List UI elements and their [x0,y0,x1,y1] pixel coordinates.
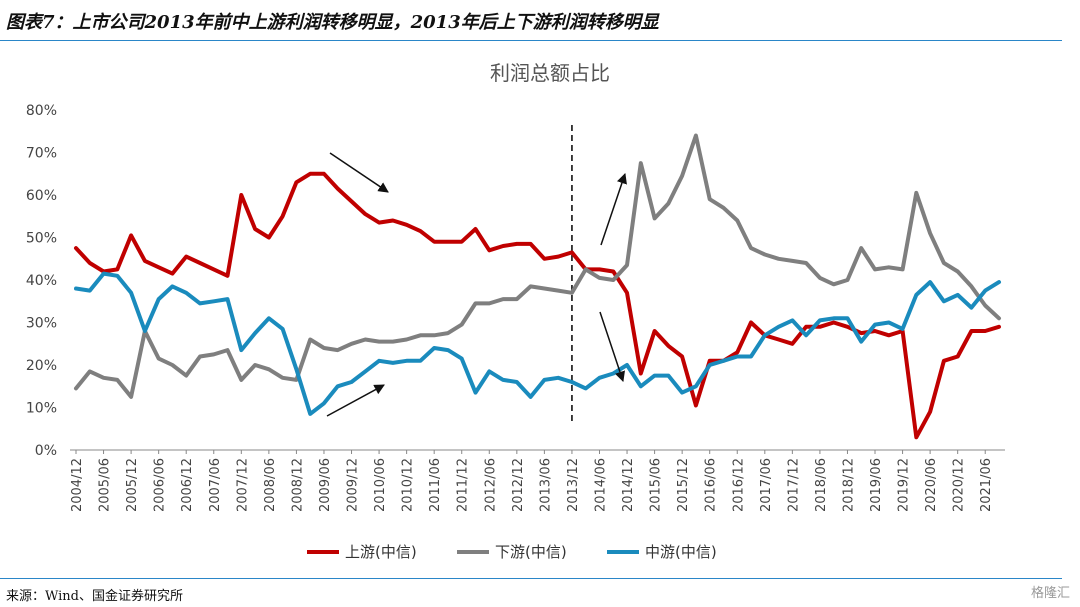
series-line-upstream [74,171,1001,440]
x-tick-label: 2007/12 [235,458,250,512]
x-tick-label: 2019/06 [869,458,884,512]
x-axis: 2004/12 2005/06 2005/12 2006/06 2006/12 2007/… [70,450,994,512]
legend-label-downstream: 下游(中信) [495,543,567,561]
figure-title: 图表7：上市公司2013年前中上游利润转移明显，2013年后上下游利润转移明显 [6,12,659,33]
x-tick-label: 2015/12 [676,458,691,512]
source-note: 来源：Wind、国金证券研究所 [6,589,183,604]
x-tick-label: 2016/06 [704,458,719,512]
y-tick-label: 0% [35,443,57,459]
y-axis: 0% 10% 20% 30% 40% 50% 60% 70% 80% [26,103,57,459]
arrow-up-right [326,384,385,417]
x-tick-label: 2005/06 [98,458,113,512]
chart-title: 利润总额占比 [490,61,610,85]
x-tick-label: 2007/06 [208,458,223,512]
y-tick-label: 80% [26,103,57,119]
x-tick-label: 2014/06 [593,458,608,512]
legend: 上游(中信) 下游(中信) 中游(中信) [0,541,1080,561]
x-tick-label: 2017/12 [786,458,801,512]
x-tick-label: 2013/12 [566,458,581,512]
x-tick-label: 2018/06 [814,458,829,512]
x-tick-label: 2015/06 [649,458,664,512]
x-tick-label: 2008/06 [263,458,278,512]
x-tick-label: 2005/12 [125,458,140,512]
y-tick-label: 70% [26,146,57,162]
x-tick-label: 2006/12 [180,458,195,512]
x-tick-label: 2016/12 [731,458,746,512]
y-tick-label: 40% [26,273,57,289]
x-tick-label: 2011/06 [428,458,443,512]
x-tick-label: 2019/12 [897,458,912,512]
line-chart: 利润总额占比 0% 10% 20% 30% 40% 50% 60% 70% 80% 2004/1… [26,61,1005,512]
watermark: 格隆汇 [1030,586,1070,601]
legend-label-midstream: 中游(中信) [645,543,717,561]
x-tick-label: 2008/12 [290,458,305,512]
annotation-arrows [326,152,627,417]
x-tick-label: 2020/06 [924,458,939,512]
x-tick-label: 2009/12 [346,458,361,512]
arrow-down-2014 [599,311,625,382]
series-line-downstream [74,133,1001,399]
x-tick-label: 2011/12 [456,458,471,512]
legend-swatch-downstream [457,549,489,554]
bottom-rule [0,578,1062,579]
x-tick-label: 2012/12 [511,458,526,512]
legend-item-upstream: 上游(中信) [307,541,417,562]
x-tick-label: 2004/12 [70,458,85,512]
y-tick-label: 20% [26,358,57,374]
x-tick-label: 2012/06 [483,458,498,512]
x-tick-label: 2013/06 [538,458,553,512]
x-tick-label: 2014/12 [621,458,636,512]
series-line-midstream [74,271,1001,416]
arrow-down-right [329,152,389,193]
legend-item-downstream: 下游(中信) [457,541,567,562]
x-tick-label: 2017/06 [759,458,774,512]
y-tick-label: 60% [26,188,57,204]
series-group [74,133,1001,440]
legend-swatch-midstream [607,549,639,554]
x-tick-label: 2009/06 [318,458,333,512]
x-tick-label: 2018/12 [841,458,856,512]
x-tick-label: 2006/06 [153,458,168,512]
x-tick-label: 2010/12 [401,458,416,512]
y-tick-label: 50% [26,231,57,247]
y-tick-label: 30% [26,316,57,332]
y-tick-label: 10% [26,401,57,417]
legend-label-upstream: 上游(中信) [345,543,417,561]
top-rule [0,40,1062,41]
arrow-up-2014 [600,173,627,246]
legend-item-midstream: 中游(中信) [607,541,717,562]
x-tick-label: 2020/12 [952,458,967,512]
x-tick-label: 2021/06 [979,458,994,512]
legend-swatch-upstream [307,549,339,554]
x-tick-label: 2010/06 [373,458,388,512]
